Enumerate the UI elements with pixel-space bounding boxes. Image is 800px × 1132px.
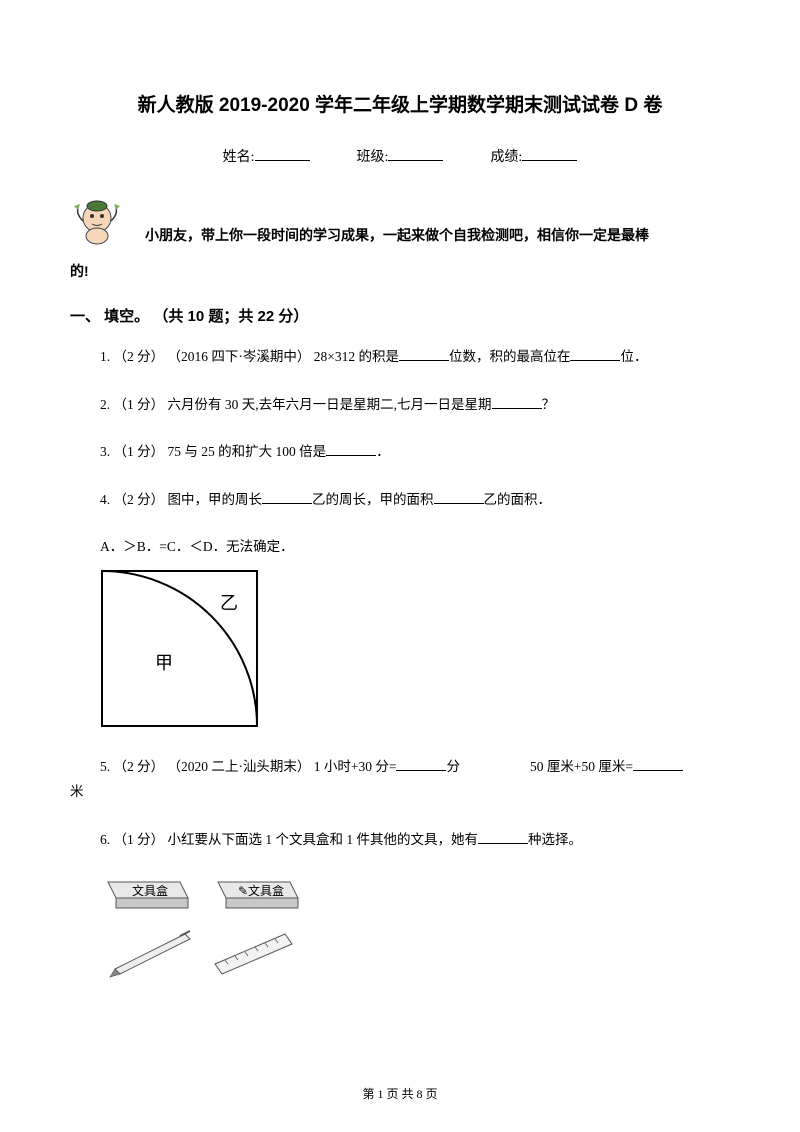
q1-text-c: 位． xyxy=(620,349,647,364)
q3-blank xyxy=(326,440,376,456)
page-title: 新人教版 2019-2020 学年二年级上学期数学期末测试试卷 D 卷 xyxy=(70,90,730,117)
diagram-label-yi: 乙 xyxy=(220,593,238,613)
svg-text:✎文具盒: ✎文具盒 xyxy=(238,883,284,898)
q3-text-b: ． xyxy=(376,444,390,459)
question-4: 4. （2 分） 图中，甲的周长 乙的周长，甲的面积 乙的面积． xyxy=(70,487,730,513)
svg-text:文具盒: 文具盒 xyxy=(132,883,168,898)
score-label: 成绩: xyxy=(490,150,522,165)
q1-blank-2 xyxy=(570,345,620,361)
q4-text-c: 乙的面积． xyxy=(484,492,552,507)
q6-text-b: 种选择。 xyxy=(528,832,582,847)
section-1-heading: 一、 填空。 （共 10 题；共 22 分） xyxy=(70,305,730,326)
class-label: 班级: xyxy=(357,150,389,165)
q3-text-a: 3. （1 分） 75 与 25 的和扩大 100 倍是 xyxy=(100,444,326,459)
score-blank xyxy=(522,145,577,161)
question-1: 1. （2 分） （2016 四下·岑溪期中） 28×312 的积是 位数，积的最… xyxy=(70,344,730,370)
q5-text-b: 分 xyxy=(446,759,460,774)
name-blank xyxy=(255,145,310,161)
student-info-row: 姓名: 班级: 成绩: xyxy=(70,145,730,166)
q5-text-c: 50 厘米+50 厘米= xyxy=(530,759,633,774)
ruler-icon xyxy=(215,934,292,974)
q4-blank-2 xyxy=(434,488,484,504)
q4-blank-1 xyxy=(262,488,312,504)
q5-blank-2 xyxy=(633,755,683,771)
question-6: 6. （1 分） 小红要从下面选 1 个文具盒和 1 件其他的文具，她有 种选择。 xyxy=(70,827,730,853)
q4-text-b: 乙的周长，甲的面积 xyxy=(312,492,434,507)
stationery-images: 文具盒 ✎文具盒 xyxy=(100,874,730,989)
question-4-options: A．＞B．=C．＜D．无法确定． xyxy=(70,535,730,555)
q6-text-a: 6. （1 分） 小红要从下面选 1 个文具盒和 1 件其他的文具，她有 xyxy=(100,832,478,847)
question-5: 5. （2 分） （2020 二上·汕头期末） 1 小时+30 分= 分 50 厘米… xyxy=(70,754,730,805)
pencil-box-1-icon: 文具盒 xyxy=(108,882,188,908)
q5-unit: 米 xyxy=(70,784,84,799)
q2-text-a: 2. （1 分） 六月份有 30 天,去年六月一日是星期二,七月一日是星期 xyxy=(100,397,492,412)
q6-blank xyxy=(478,828,528,844)
pencil-box-2-icon: ✎文具盒 xyxy=(218,882,298,908)
q4-text-a: 4. （2 分） 图中，甲的周长 xyxy=(100,492,262,507)
intro-text-line1: 小朋友，带上你一段时间的学习成果，一起来做个自我检测吧，相信你一定是最棒 xyxy=(145,220,730,251)
question-4-diagram: 甲 乙 xyxy=(100,569,730,734)
question-3: 3. （1 分） 75 与 25 的和扩大 100 倍是 ． xyxy=(70,439,730,465)
q1-blank-1 xyxy=(399,345,449,361)
q1-text-b: 位数，积的最高位在 xyxy=(449,349,571,364)
q5-text-a: 5. （2 分） （2020 二上·汕头期末） 1 小时+30 分= xyxy=(100,759,396,774)
pen-icon xyxy=(110,931,190,977)
q5-blank-1 xyxy=(396,755,446,771)
diagram-label-jia: 甲 xyxy=(155,653,173,673)
q1-text-a: 1. （2 分） （2016 四下·岑溪期中） 28×312 的积是 xyxy=(100,349,399,364)
page-footer: 第 1 页 共 8 页 xyxy=(0,1085,800,1102)
name-label: 姓名: xyxy=(223,150,255,165)
intro-text-line2: 的! xyxy=(70,261,730,281)
q2-blank xyxy=(492,393,542,409)
class-blank xyxy=(388,145,443,161)
q2-text-b: ？ xyxy=(542,397,556,412)
question-2: 2. （1 分） 六月份有 30 天,去年六月一日是星期二,七月一日是星期 ？ xyxy=(70,392,730,418)
mascot-icon xyxy=(70,196,125,251)
